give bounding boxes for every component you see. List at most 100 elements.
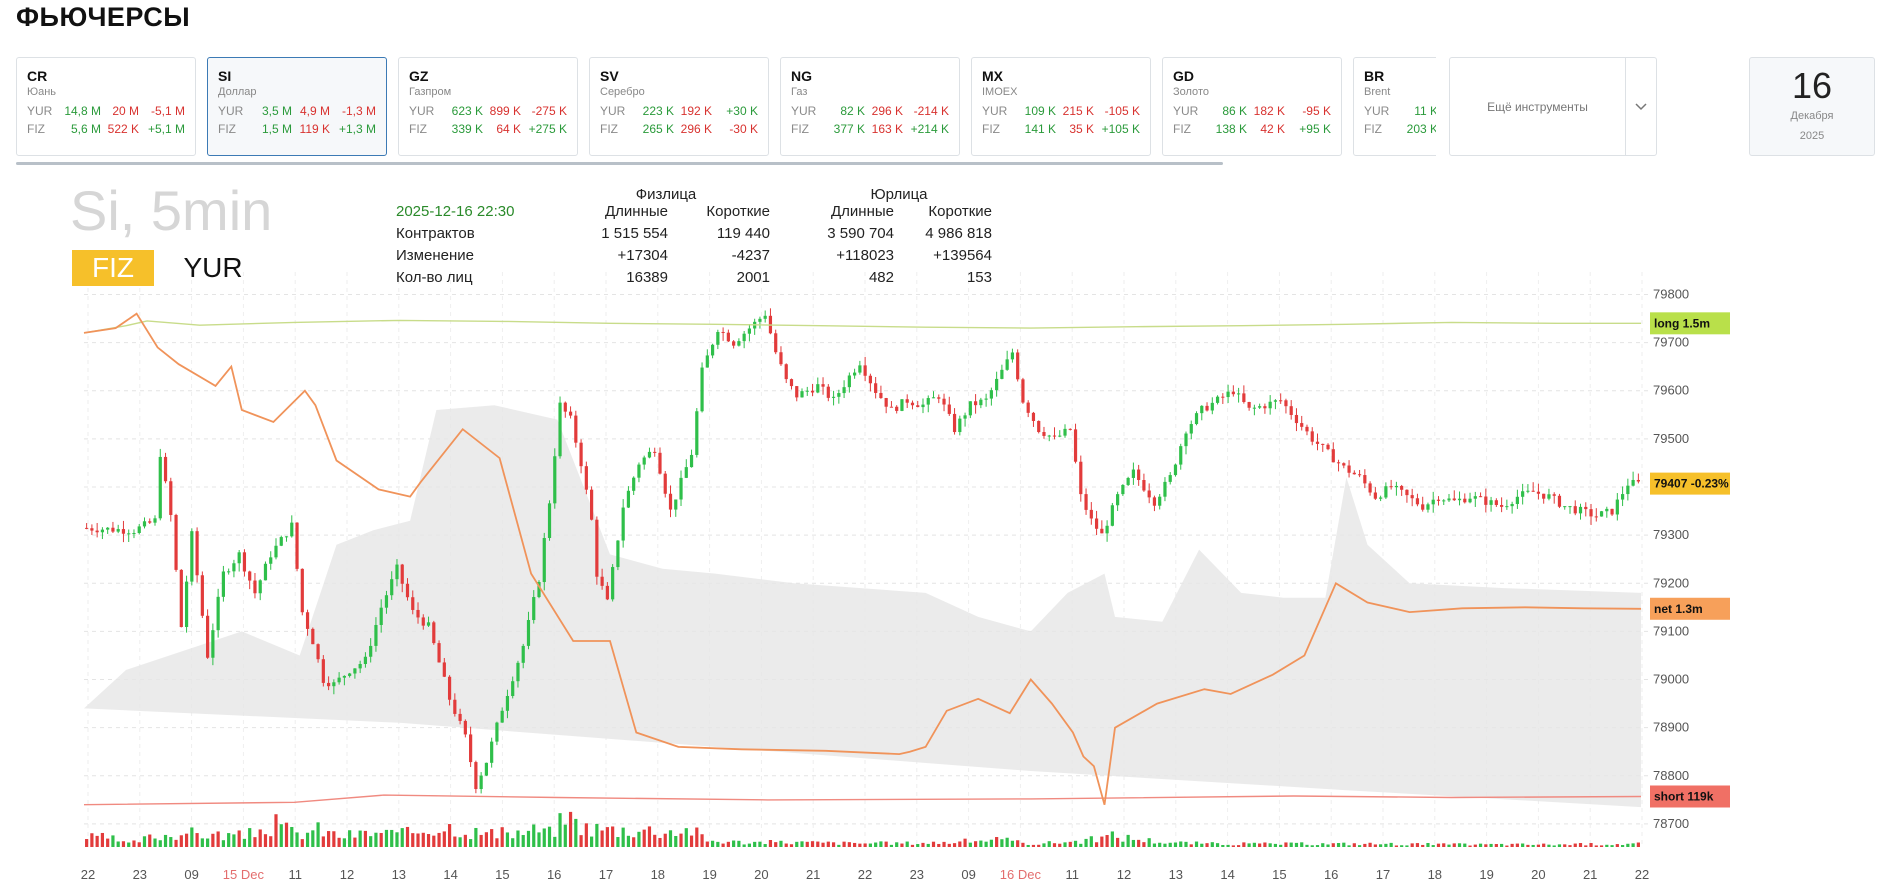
candle-body [721,331,725,333]
volume-bar [1000,839,1004,847]
volume-bar [1094,842,1099,847]
volume-bar [411,833,415,847]
volume-bar [747,843,752,847]
stats-cell: +118023 [836,247,894,264]
volume-bar [400,828,404,847]
volume-bar [1084,838,1088,847]
candle-body [590,489,594,520]
volume-bar [1368,842,1372,847]
card-long-value: 377 K [833,122,865,136]
cards-scrollbar[interactable] [16,162,1223,165]
volume-bar [805,841,809,847]
volume-bar [1005,837,1009,847]
candle-body [947,404,951,414]
candle-body [1547,494,1551,499]
more-instruments-dropdown[interactable]: Ещё инструменты [1449,57,1657,156]
candle-body [1163,481,1167,497]
volume-bar [1336,843,1341,847]
candle-body [1352,472,1356,475]
instrument-card-sv[interactable]: SV Серебро YUR 223 K 192 K +30 K FIZ 265 K 296 K… [589,57,769,156]
volume-bar [789,844,794,847]
volume-bar [1594,845,1598,847]
price-tag-bg [1650,472,1730,495]
candle-body [95,530,99,533]
candle-body [1620,494,1625,500]
volume-bar [300,839,304,847]
card-row-label: YUR [1173,104,1199,118]
card-short-value: 119 K [299,122,330,136]
volume-bar [1620,845,1625,847]
volume-bar [526,830,531,847]
volume-bar [1557,844,1562,847]
candle-body [279,537,283,546]
instrument-card-mx[interactable]: MX IMOEX YUR 109 K 215 K -105 K FIZ 141 K 35 K +1… [971,57,1151,156]
stats-cell: +139564 [933,247,992,264]
instrument-card-gz[interactable]: GZ Газпром YUR 623 K 899 K -275 K FIZ 339 K 64 K… [398,57,578,156]
card-name: Brent [1364,86,1391,98]
volume-bar [842,841,846,847]
candle-body [784,364,788,380]
volume-bar [221,840,225,847]
candle-body [1315,441,1320,444]
candle-body [605,585,609,600]
candle-body [958,418,962,433]
candle-body [211,630,215,658]
volume-bar [316,822,320,847]
volume-bar [1531,844,1535,847]
chevron-down-icon[interactable] [1626,58,1656,155]
candle-body [1116,494,1120,506]
candle-body [1568,506,1572,508]
toggle-yur-button[interactable]: YUR [183,252,243,283]
instrument-card-cr[interactable]: CR Юань YUR 14,8 M 20 M -5,1 M FIZ 5,6 M 522 K +5… [16,57,196,156]
candle-body [716,331,720,345]
candle-body [311,628,315,645]
toggle-fiz-button[interactable]: FIZ [72,250,154,286]
candle-body [1431,499,1435,505]
instrument-card-ng[interactable]: NG Газ YUR 82 K 296 K -214 K FIZ 377 K 163 K +214… [780,57,960,156]
candle-body [1578,506,1583,514]
volume-bar [1568,845,1572,847]
volume-bar [1447,844,1451,847]
volume-bar [963,838,967,847]
date-picker[interactable]: 16 Декабря 2025 [1749,57,1875,156]
candle-body [532,597,536,621]
volume-bar [1478,843,1483,847]
volume-bar [1521,843,1525,847]
volume-bar [1610,845,1614,847]
volume-bar [1279,844,1283,847]
stats-yur-header: Юрлица [870,186,928,203]
volume-bar [1052,843,1057,847]
instrument-card-si[interactable]: SI Доллар YUR 3,5 M 4,9 M -1,3 M FIZ 1,5 M 119 K… [207,57,387,156]
volume-bars [85,811,1640,847]
volume-bar [137,842,141,847]
candle-body [816,384,820,393]
more-instruments-label[interactable]: Ещё инструменты [1450,58,1626,155]
card-name: Серебро [600,86,645,98]
short-tag: short 119k [1650,785,1730,808]
candle-body [979,399,983,406]
volume-bar [1431,845,1435,847]
y-tick-label: 79200 [1653,575,1689,590]
instrument-card-gd[interactable]: GD Золото YUR 86 K 182 K -95 K FIZ 138 K 42 K +95… [1162,57,1342,156]
volume-bar [211,833,215,847]
candle-body [1168,475,1172,482]
candle-body [1405,489,1409,496]
instrument-cards-row: CR Юань YUR 14,8 M 20 M -5,1 M FIZ 5,6 M 522 K +5… [16,57,1436,157]
volume-bar [695,827,699,847]
candle-body [132,532,136,534]
volume-bar [1294,842,1299,847]
volume-bar [732,840,736,847]
candle-body [295,522,299,569]
volume-bar [95,835,99,847]
volume-bar [269,836,273,847]
volume-bar [1342,842,1346,847]
candle-body [526,620,531,646]
candle-body [1363,475,1367,484]
volume-bar [1152,843,1157,847]
candle-body [1394,485,1399,488]
x-tick-label: 12 [1117,867,1131,882]
volume-bar [174,839,178,847]
candle-body [1400,485,1404,490]
